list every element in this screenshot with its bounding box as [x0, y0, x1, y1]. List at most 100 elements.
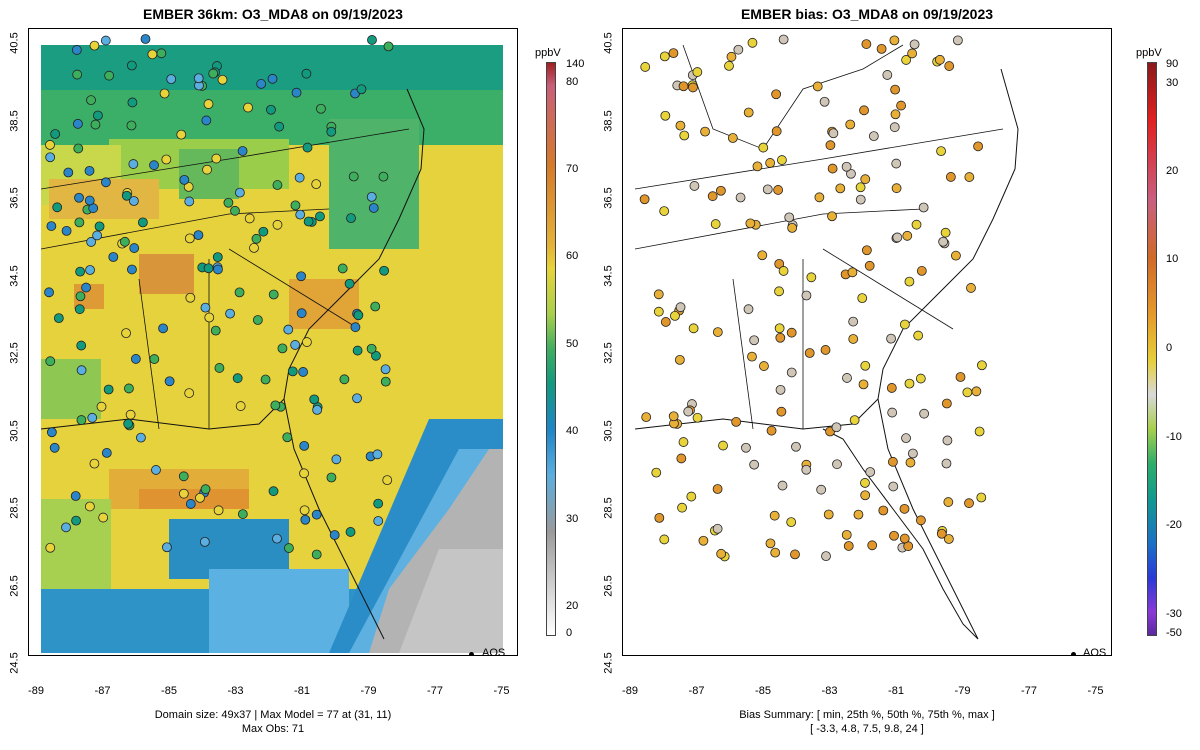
right-site-marker: [765, 538, 776, 549]
right-site-marker: [675, 302, 686, 313]
left-site-marker: [89, 40, 100, 51]
right-site-marker: [700, 126, 710, 137]
right-site-marker: [973, 141, 984, 152]
right-colorbar-tick-label: 90: [1166, 58, 1179, 70]
left-colorbar-tick-label: 140: [566, 58, 585, 70]
left-site-marker: [195, 492, 205, 503]
right-site-marker: [945, 172, 956, 182]
right-site-marker: [919, 408, 930, 419]
left-site-marker: [230, 205, 240, 216]
right-site-marker: [860, 174, 871, 185]
left-site-marker: [183, 182, 194, 192]
left-site-marker: [126, 60, 137, 71]
right-site-marker: [944, 61, 955, 71]
left-site-marker: [127, 97, 138, 108]
left-site-marker: [382, 475, 393, 486]
left-site-marker: [46, 221, 57, 231]
right-site-marker: [660, 317, 671, 327]
left-site-marker: [140, 34, 151, 44]
left-site-marker: [203, 99, 214, 109]
right-site-marker: [741, 442, 751, 453]
right-site-marker: [735, 192, 746, 203]
right-site-marker: [878, 505, 889, 516]
right-site-marker: [916, 266, 927, 276]
right-site-marker: [762, 184, 773, 195]
right-site-marker: [743, 107, 754, 118]
left-site-marker: [208, 68, 219, 79]
left-site-marker: [299, 505, 310, 516]
left-site-marker: [100, 35, 111, 46]
right-site-marker: [812, 81, 823, 92]
right-site-marker: [848, 316, 859, 327]
right-site-marker: [853, 509, 864, 520]
left-site-marker: [337, 263, 348, 274]
left-site-marker: [260, 374, 271, 385]
left-site-marker: [201, 115, 212, 126]
right-site-marker: [887, 407, 898, 418]
right-footer-line1: Bias Summary: [ min, 25th %, 50th %, 75t…: [739, 709, 995, 721]
right-site-marker: [689, 181, 700, 191]
left-site-marker: [296, 271, 307, 282]
left-site-marker: [217, 74, 228, 85]
right-site-marker: [827, 163, 838, 174]
right-site-marker: [774, 258, 785, 269]
left-site-marker: [212, 252, 223, 262]
left-site-marker: [225, 308, 235, 319]
left-site-marker: [74, 304, 85, 315]
left-site-marker: [50, 129, 61, 139]
left-site-markers: [44, 34, 394, 560]
right-site-marker: [771, 126, 782, 137]
left-legend-dot: [469, 652, 474, 655]
left-y-tick-label: 28.5: [8, 497, 21, 519]
left-y-tick-label: 32.5: [8, 342, 21, 364]
right-site-marker: [678, 437, 689, 447]
right-site-marker: [716, 548, 727, 559]
right-x-tick-label: -85: [755, 685, 771, 697]
right-colorbar-tick-label: 30: [1166, 77, 1179, 89]
right-y-tick-label: 32.5: [602, 342, 615, 364]
left-site-marker: [283, 324, 294, 335]
right-site-marker: [966, 283, 976, 293]
left-site-marker: [101, 448, 112, 458]
right-site-marker: [791, 441, 801, 452]
left-site-marker: [299, 468, 309, 479]
left-site-marker: [348, 171, 359, 182]
left-x-tick-label: -89: [28, 685, 44, 697]
right-site-marker: [758, 142, 769, 153]
right-site-marker: [843, 541, 854, 551]
left-site-marker: [213, 505, 224, 516]
left-colorbar-tick-label: 0: [566, 627, 573, 639]
left-site-marker: [162, 542, 172, 553]
left-site-marker: [202, 164, 212, 175]
right-x-tick-label: -81: [888, 685, 904, 697]
left-site-marker: [84, 165, 95, 176]
right-site-marker: [757, 250, 768, 261]
left-y-tick-label: 38.5: [8, 109, 21, 132]
right-site-marker: [942, 435, 953, 446]
left-site-marker: [75, 266, 86, 277]
right-site-marker: [731, 417, 742, 427]
left-footer-line2: Max Obs: 71: [241, 723, 305, 735]
right-x-tick-label: -89: [622, 685, 638, 697]
left-site-marker: [74, 217, 85, 228]
left-site-marker: [302, 142, 313, 153]
right-site-marker: [908, 448, 918, 459]
right-site-marker: [774, 323, 785, 334]
right-site-marker: [745, 218, 756, 229]
left-site-marker: [90, 119, 101, 130]
left-map-frame: AQS: [28, 28, 518, 656]
right-site-marker: [855, 194, 866, 205]
left-site-marker: [329, 530, 340, 540]
right-site-marker: [943, 497, 954, 507]
left-site-marker: [372, 449, 383, 460]
right-site-marker: [845, 119, 856, 130]
right-site-marker: [828, 128, 839, 139]
left-y-tick-label: 40.5: [8, 32, 21, 54]
right-site-marker: [890, 109, 901, 120]
right-site-marker: [882, 70, 893, 80]
left-site-marker: [200, 302, 211, 313]
right-site-marker: [716, 185, 726, 196]
left-site-marker: [366, 343, 377, 354]
right-site-marker: [952, 35, 963, 46]
left-x-tick-label: -83: [227, 685, 244, 697]
